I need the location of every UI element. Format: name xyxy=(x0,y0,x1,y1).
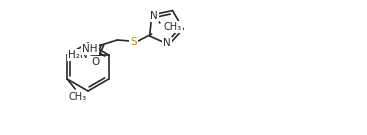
Text: O: O xyxy=(91,57,99,67)
Text: NH: NH xyxy=(82,44,98,54)
Text: N: N xyxy=(163,38,171,48)
Text: CH₃: CH₃ xyxy=(164,22,182,32)
Text: S: S xyxy=(130,37,137,47)
Text: H₂N: H₂N xyxy=(68,50,88,60)
Text: CH₃: CH₃ xyxy=(68,92,86,102)
Text: N: N xyxy=(150,11,158,21)
